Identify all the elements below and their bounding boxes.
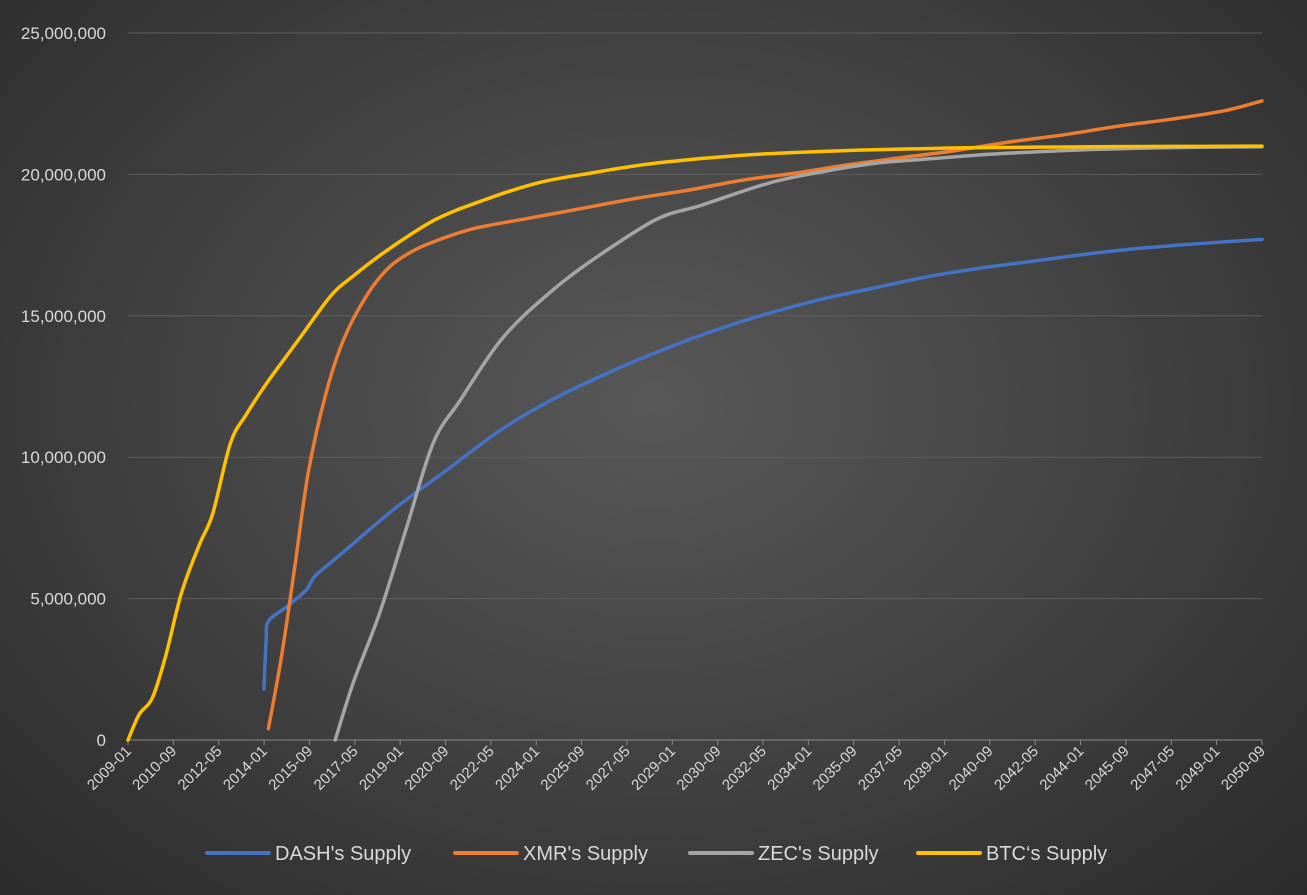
x-tick-label: 2050-09 — [1218, 743, 1269, 794]
series-line-btc-s-supply — [126, 144, 1264, 742]
legend-label-xmr-s-supply: XMR's Supply — [523, 843, 648, 865]
x-tick-label: 2032-05 — [719, 743, 770, 794]
x-tick-label: 2019-01 — [356, 743, 407, 794]
series-lines — [126, 99, 1264, 742]
legend-label-btc-s-supply: BTC‘s Supply — [986, 843, 1107, 865]
legend-label-dash-s-supply: DASH's Supply — [275, 843, 411, 865]
y-tick-label: 25,000,000 — [21, 24, 106, 43]
x-tick-label: 2029-01 — [628, 743, 679, 794]
legend: DASH's Supply XMR's Supply ZEC's Supply BTC… — [205, 843, 1107, 865]
x-tick-label: 2027-05 — [583, 743, 634, 794]
x-tick-label: 2049-01 — [1173, 743, 1224, 794]
x-tick-label: 2042-05 — [991, 743, 1042, 794]
x-tick-label: 2035-09 — [810, 743, 861, 794]
series-line-xmr-s-supply — [266, 99, 1264, 731]
x-tick-label: 2020-09 — [401, 743, 452, 794]
x-tick-label: 2044-01 — [1036, 743, 1087, 794]
series-line-dash-s-supply — [262, 237, 1264, 691]
series-line-zec-s-supply — [333, 144, 1264, 742]
gridlines — [128, 32, 1262, 741]
x-tick-label: 2024-01 — [492, 743, 543, 794]
x-tick-label: 2047-05 — [1127, 743, 1178, 794]
y-tick-label: 10,000,000 — [21, 448, 106, 467]
x-tick-label: 2025-09 — [537, 743, 588, 794]
x-tick-label: 2030-09 — [674, 743, 725, 794]
y-axis: 0 5,000,000 10,000,000 15,000,000 20,000,000… — [21, 24, 106, 750]
x-tick-label: 2039-01 — [900, 743, 951, 794]
x-tick-label: 2034-01 — [764, 743, 815, 794]
y-tick-label: 5,000,000 — [30, 590, 106, 609]
x-tick-label: 2037-05 — [855, 743, 906, 794]
legend-label-zec-s-supply: ZEC's Supply — [758, 843, 879, 865]
x-tick-label: 2040-09 — [946, 743, 997, 794]
y-tick-label: 0 — [97, 731, 106, 750]
x-tick-label: 2009-01 — [84, 743, 135, 794]
x-tick-label: 2015-09 — [265, 743, 316, 794]
x-tick-label: 2012-05 — [175, 743, 226, 794]
x-axis: 2009-012010-092012-052014-012015-092017-… — [84, 740, 1269, 794]
x-tick-label: 2045-09 — [1082, 743, 1133, 794]
x-tick-label: 2017-05 — [311, 743, 362, 794]
x-tick-label: 2022-05 — [447, 743, 498, 794]
x-tick-label: 2014-01 — [220, 743, 271, 794]
y-tick-label: 15,000,000 — [21, 307, 106, 326]
y-tick-label: 20,000,000 — [21, 165, 106, 184]
x-tick-label: 2010-09 — [129, 743, 180, 794]
